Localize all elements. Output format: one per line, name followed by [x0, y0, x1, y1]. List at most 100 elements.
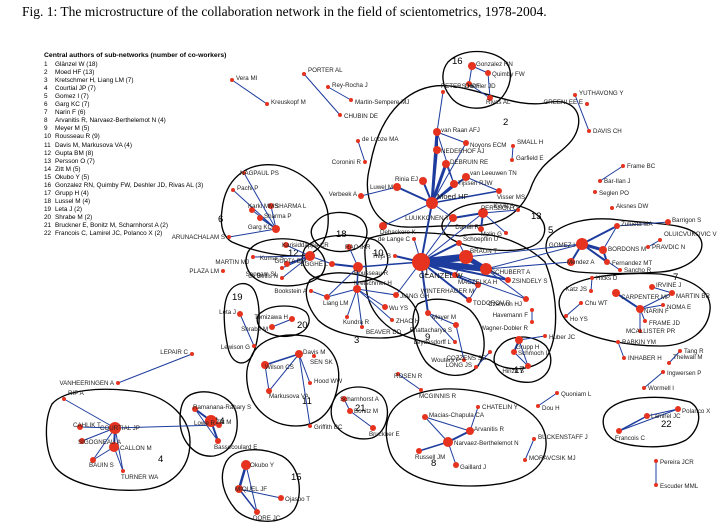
author-label: Debackere K: [380, 229, 417, 236]
author-label: FRAME JD: [649, 320, 680, 327]
collaboration-link: [281, 255, 311, 279]
author-label: Zitt M: [216, 419, 231, 426]
author-node: [579, 301, 583, 305]
author-label: EGGHE L: [300, 261, 328, 268]
author-label: GLANZEL W: [419, 271, 463, 280]
author-label: SCHUBERT A: [491, 269, 531, 276]
author-node: [425, 310, 431, 316]
collaboration-link: [615, 292, 641, 310]
collaboration-link: [581, 225, 618, 245]
author-node: [308, 424, 312, 428]
author-label: Noyons ECM: [470, 142, 506, 149]
author-node: [511, 349, 517, 355]
author-label: Schmoch U: [518, 350, 550, 357]
author-node: [393, 183, 401, 191]
author-label: Schoepflin U: [463, 236, 498, 243]
author-label: ZHAO H: [396, 318, 419, 325]
author-label: YUTHAVONG Y: [579, 90, 623, 97]
author-label: NARIN F: [644, 308, 669, 315]
collaboration-link: [485, 261, 572, 270]
author-label: Fernandez MT: [612, 260, 652, 267]
author-label: MIQUEL JF: [235, 486, 267, 493]
author-labels: GLANZEL W Moed HF van Raan AFJ NEDERHOF AJ D…: [59, 61, 717, 522]
author-node: [675, 406, 681, 412]
author-node: [278, 495, 284, 501]
author-nodes: [62, 62, 682, 515]
author-node: [654, 483, 658, 487]
author-label: PERSSON O: [481, 205, 518, 212]
collaboration-link: [518, 339, 529, 367]
author-label: Bonitz M: [354, 408, 378, 415]
collaboration-link: [92, 427, 116, 461]
author-label: DORE JC: [253, 515, 281, 522]
author-node: [459, 250, 473, 264]
author-label: Havemann F: [493, 312, 529, 319]
author-label: Lewison G: [221, 344, 250, 351]
author-node: [326, 85, 330, 89]
legend-item-text: Lussel M (4): [55, 197, 91, 205]
author-node: [433, 146, 441, 154]
author-label: Malin G: [481, 231, 503, 238]
author-label: Griffith BC: [314, 424, 343, 431]
author-label: de Lange C: [378, 236, 411, 243]
collaboration-link: [482, 212, 507, 234]
author-label: PLAZA LM: [189, 268, 219, 275]
author-node: [442, 160, 450, 168]
author-node: [241, 460, 251, 470]
cluster-outline-20: [256, 305, 310, 338]
author-label: CHATELIN Y: [482, 404, 518, 411]
author-label: Garfield E: [516, 155, 544, 162]
legend-item-text: Courtial JP (7): [55, 85, 96, 93]
author-node: [665, 219, 671, 225]
author-node: [62, 397, 66, 401]
collaboration-link: [420, 259, 487, 272]
author-node: [555, 391, 559, 395]
author-label: Tijssen RJW: [458, 180, 493, 187]
author-node: [308, 381, 312, 385]
author-node: [358, 193, 364, 199]
author-label: ROSEN R: [394, 373, 423, 380]
author-label: Rousseau R: [354, 270, 389, 277]
author-node: [678, 349, 682, 353]
collaboration-link: [436, 91, 444, 133]
author-label: PORTER AL: [308, 67, 343, 74]
legend-item-number: 14: [44, 165, 52, 173]
author-label: MARTIN MJ: [215, 259, 249, 266]
author-node: [227, 235, 231, 239]
author-label: Zulueta MA: [621, 221, 654, 228]
author-node: [345, 315, 349, 319]
author-node: [646, 245, 650, 249]
author-node: [412, 253, 430, 271]
collaboration-link: [424, 416, 449, 443]
author-label: CAHLIK T: [73, 422, 101, 429]
cluster-number: 2: [503, 117, 508, 128]
author-node: [280, 276, 284, 280]
author-label: Davis M: [303, 349, 325, 356]
legend-item: 7 Narin F (6): [44, 109, 226, 117]
author-node: [230, 78, 234, 82]
author-label: RABKIN YM: [622, 339, 656, 346]
author-node: [661, 370, 665, 374]
author-label: MCGINNIS R: [419, 393, 457, 400]
author-label: Kretschmer H: [354, 280, 392, 287]
cluster-outline-7: [558, 272, 711, 347]
collaboration-link: [424, 416, 471, 432]
author-label: Hicks D: [596, 275, 618, 282]
figure-title: Fig. 1: The microstructure of the collab…: [22, 4, 547, 19]
author-label: Vera MI: [236, 75, 258, 82]
author-node: [516, 208, 520, 212]
author-label: MORAVCSIK MJ: [529, 455, 576, 462]
legend-item-number: 3: [44, 77, 48, 85]
legend-item: 6 Garg KC (7): [44, 101, 226, 109]
collaboration-link: [63, 398, 116, 429]
collaboration-link: [618, 408, 679, 432]
cluster-outline-19: [223, 283, 260, 364]
collaboration-link: [668, 350, 681, 364]
author-label: Liang LM: [323, 300, 348, 307]
collaboration-link: [264, 364, 270, 392]
collaboration-link: [327, 86, 352, 101]
legend-item-text: Shrabe M (2): [55, 213, 93, 221]
author-node: [360, 325, 364, 329]
author-node: [452, 272, 458, 278]
cluster-outline-15: [221, 449, 301, 522]
